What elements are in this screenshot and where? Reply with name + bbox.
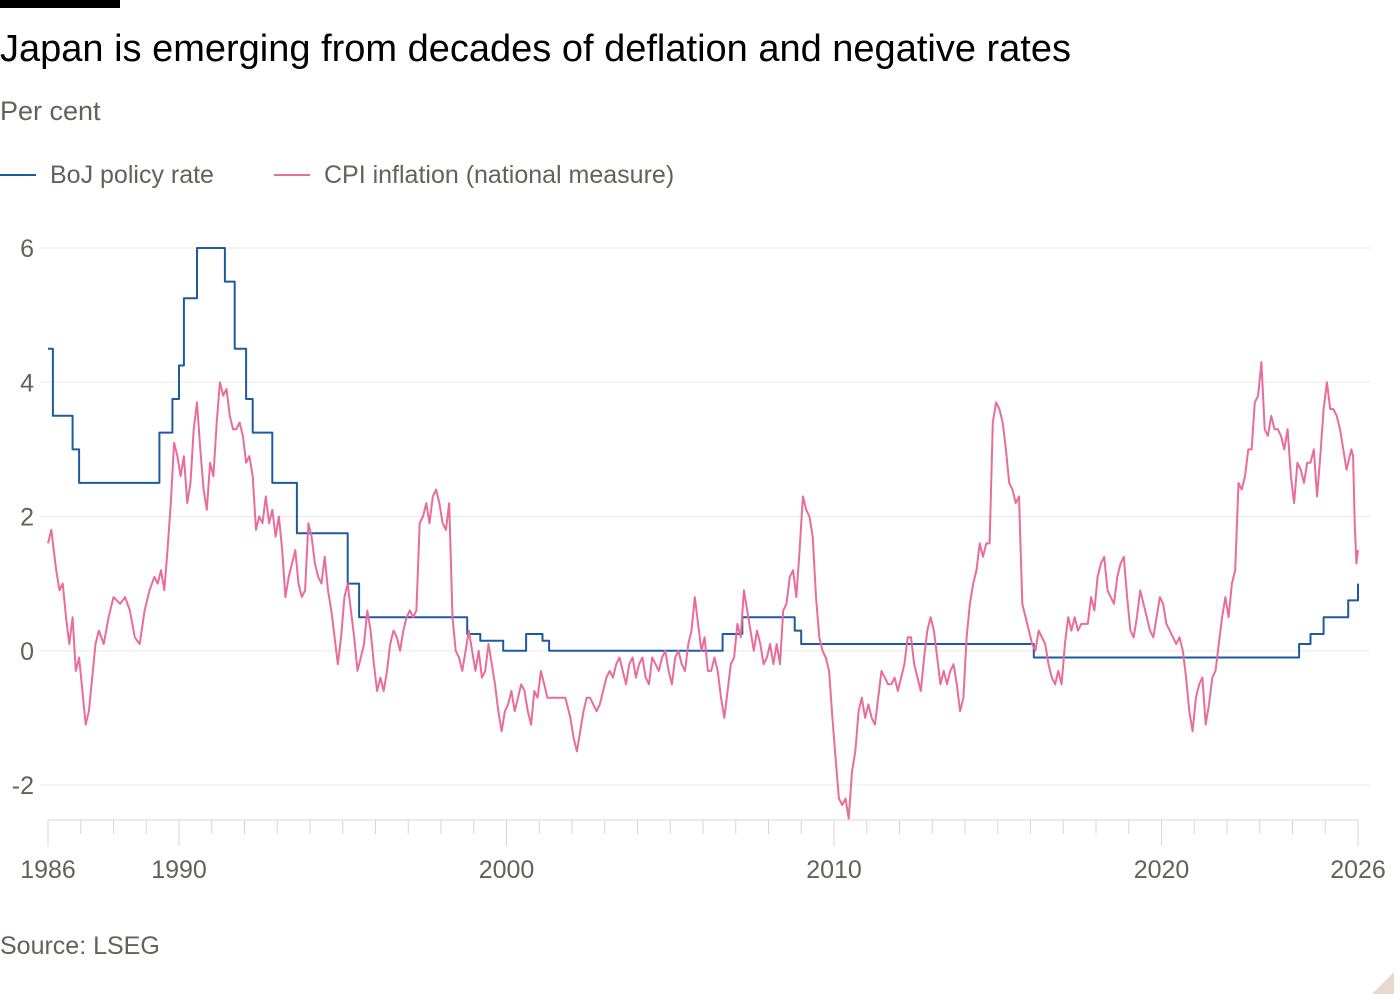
legend-item-cpi-inflation: CPI inflation (national measure) — [273, 160, 675, 190]
legend-item-policy-rate: BoJ policy rate — [0, 161, 214, 190]
x-axis: 1986 1990 2000 2010 2020 2026 — [20, 819, 1386, 884]
x-tick-label-2026: 2026 — [1330, 856, 1386, 884]
source-note: Source: LSEG — [0, 932, 160, 960]
legend-label-policy-rate: BoJ policy rate — [50, 160, 214, 189]
y-tick-label-6: 6 — [20, 235, 34, 263]
y-tick-label-4: 4 — [20, 369, 34, 397]
series-line-cpi-inflation — [47, 361, 1359, 820]
chart-plot: -2 0 2 4 6 1986 1990 2000 2010 2020 2026 — [12, 235, 1386, 884]
y-axis-ticks: -2 0 2 4 6 — [12, 235, 34, 800]
x-tick-label-2000: 2000 — [479, 856, 535, 884]
x-tick-label-2020: 2020 — [1134, 856, 1190, 884]
brand-top-bar — [0, 0, 120, 8]
y-tick-label--2: -2 — [12, 772, 34, 800]
legend-swatch-cpi-inflation — [273, 174, 310, 176]
chart-subtitle: Per cent — [0, 96, 101, 126]
legend-label-cpi-inflation: CPI inflation (national measure) — [323, 160, 675, 189]
grid-lines — [40, 247, 1370, 786]
y-tick-label-0: 0 — [20, 638, 34, 666]
x-tick-label-2010: 2010 — [806, 856, 862, 884]
chart-title: Japan is emerging from decades of deflat… — [0, 28, 1071, 70]
chart-legend: BoJ policy rate CPI inflation (national … — [0, 158, 734, 192]
x-tick-label-1990: 1990 — [151, 856, 207, 884]
x-tick-label-1986: 1986 — [20, 856, 76, 884]
series-lines — [47, 247, 1359, 820]
y-tick-label-2: 2 — [20, 504, 34, 532]
corner-mark — [1372, 972, 1394, 994]
legend-swatch-policy-rate — [0, 174, 36, 176]
